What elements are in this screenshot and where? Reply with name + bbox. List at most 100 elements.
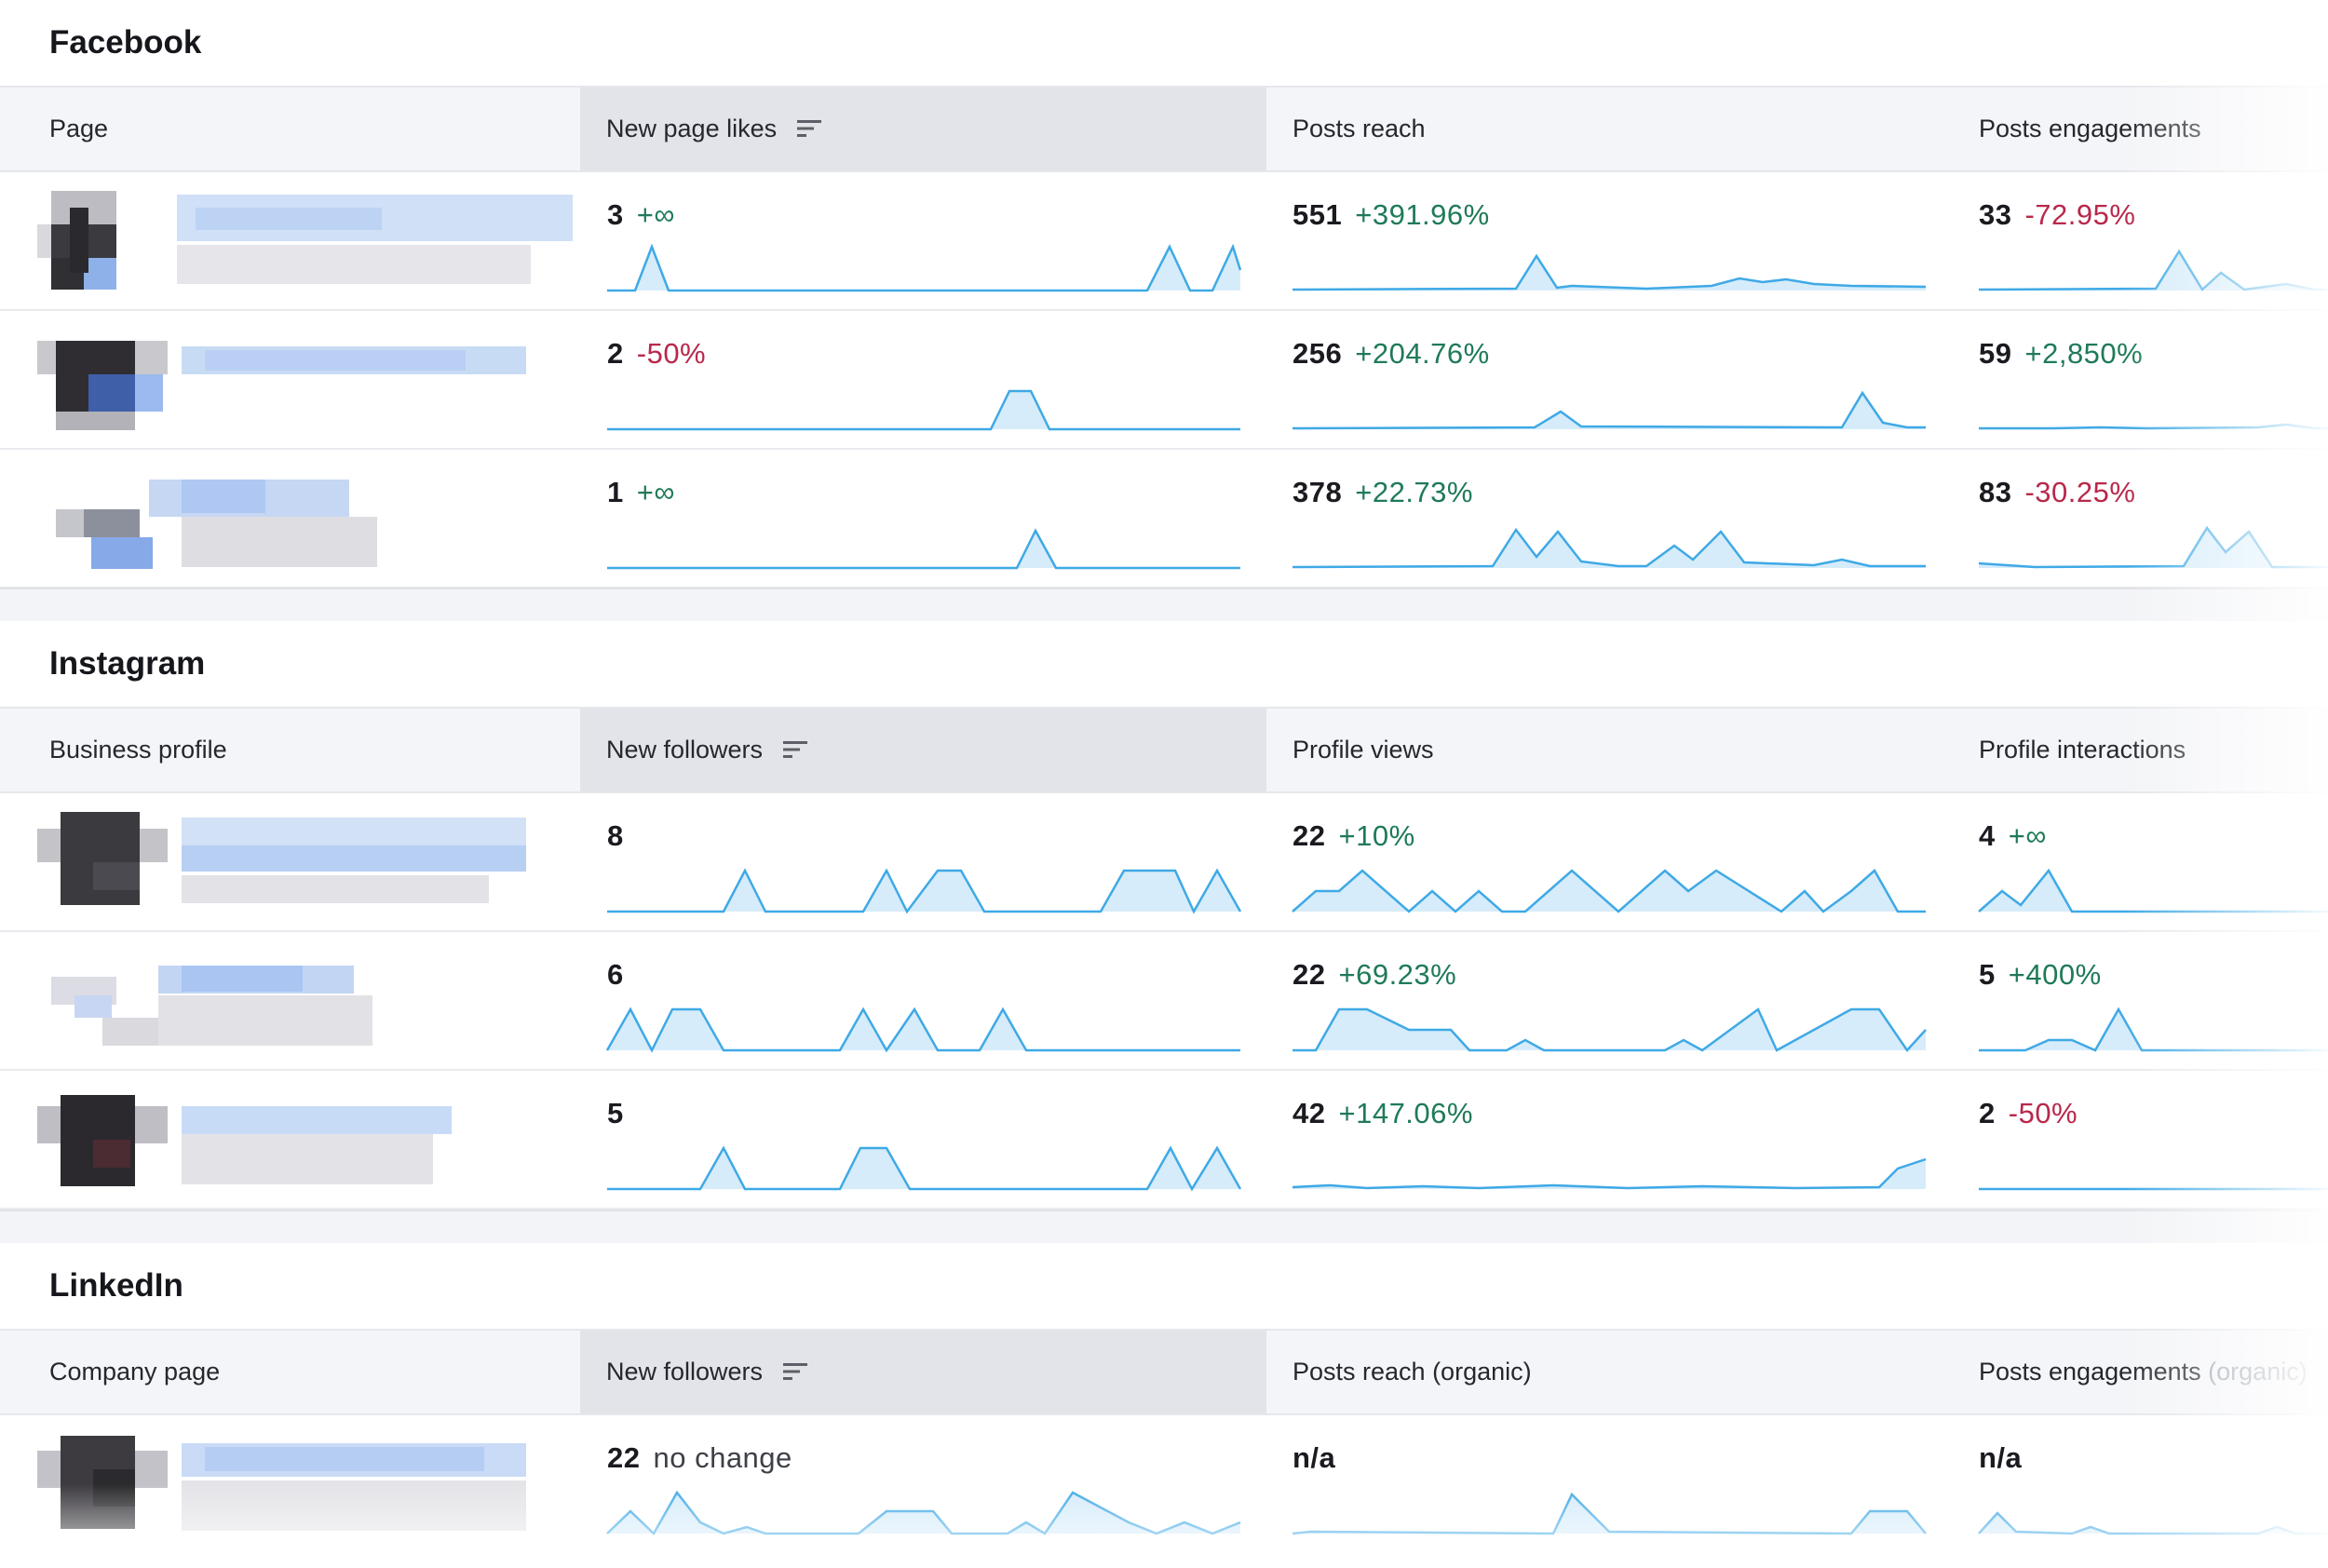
- table-header: Page New page likes Posts reach Posts en…: [0, 86, 2328, 172]
- profile-avatar-blurred: [37, 1095, 452, 1186]
- metric-value: 8: [607, 819, 624, 852]
- cell-new-followers: 22 no change: [606, 1415, 1241, 1552]
- section-separator: [0, 588, 2328, 621]
- metric-change: -30.25%: [2024, 476, 2136, 508]
- sparkline: [1979, 1007, 2328, 1052]
- cell-posts-reach: 256 +204.76%: [1292, 311, 1926, 448]
- column-header-profile-views[interactable]: Profile views: [1293, 736, 1434, 764]
- metric-value: 22: [1293, 958, 1326, 991]
- metric-value: 3: [607, 198, 624, 231]
- table-header: Company page New followers Posts reach (…: [0, 1329, 2328, 1415]
- metric-change: +10%: [1338, 819, 1415, 852]
- section-separator: [0, 1210, 2328, 1243]
- metric-value: 2: [607, 337, 624, 370]
- metric-value: n/a: [1979, 1441, 2023, 1474]
- sort-descending-icon[interactable]: [796, 118, 821, 139]
- cell-posts-reach-organic: n/a: [1292, 1415, 1927, 1552]
- metric-value: 5: [1979, 958, 1996, 991]
- metric-change: -50%: [636, 337, 707, 370]
- metric-value: 378: [1293, 476, 1343, 508]
- column-header-company-page[interactable]: Company page: [49, 1358, 221, 1386]
- sparkline: [1978, 249, 2328, 291]
- table-row[interactable]: 6 22 +69.23% 5 +400%: [0, 932, 2328, 1071]
- metric-value: 33: [1979, 198, 2012, 231]
- table-row[interactable]: 8 22 +10% 4 +∞: [0, 793, 2328, 932]
- sparkline: [1292, 1492, 1927, 1535]
- company-avatar-blurred: [37, 1436, 526, 1531]
- cell-new-followers: 8: [607, 793, 1242, 930]
- column-header-label: New followers: [606, 1358, 764, 1386]
- metric-value: 22: [607, 1441, 641, 1474]
- metric-change: +∞: [2008, 819, 2047, 852]
- metric-change: +400%: [2008, 958, 2102, 991]
- sparkline: [1978, 1511, 2328, 1535]
- metric-value: n/a: [1293, 1441, 1336, 1474]
- metric-change: -72.95%: [2024, 198, 2136, 231]
- cell-profile-views: 22 +69.23%: [1293, 932, 1927, 1069]
- section-title: LinkedIn: [49, 1267, 183, 1304]
- cell-profile-views: 22 +10%: [1292, 793, 1926, 930]
- sparkline: [1292, 390, 1926, 430]
- table-row[interactable]: 2 -50% 256 +204.76% 59 +2,850%: [0, 311, 2328, 450]
- metric-change: +204.76%: [1355, 337, 1490, 370]
- cell-profile-interactions: 4 +∞: [1978, 793, 2328, 930]
- column-header-posts-reach[interactable]: Posts reach: [1293, 115, 1426, 142]
- cell-profile-interactions: 5 +400%: [1979, 932, 2328, 1069]
- cell-new-page-likes: 3 +∞: [607, 172, 1242, 309]
- table-row[interactable]: 22 no change n/a n/a: [0, 1415, 2328, 1554]
- metric-change: +69.23%: [1338, 958, 1457, 991]
- table-header: Business profile New followers Profile v…: [0, 707, 2328, 793]
- metric-value: 1: [607, 476, 624, 508]
- metric-change: +391.96%: [1355, 198, 1490, 231]
- profile-avatar-blurred: [37, 812, 526, 905]
- cell-posts-engagements-organic: n/a: [1978, 1415, 2328, 1552]
- column-header-label: New followers: [606, 736, 764, 764]
- sparkline: [607, 528, 1240, 570]
- column-header-sorted[interactable]: New followers: [580, 1331, 1266, 1413]
- metric-value: 551: [1293, 198, 1343, 231]
- sparkline: [606, 1490, 1241, 1536]
- metric-value: 5: [607, 1097, 624, 1129]
- column-header-label: Posts engagements: [1979, 1358, 2201, 1386]
- profile-avatar-blurred: [51, 966, 372, 1046]
- column-header-posts-engagements[interactable]: Posts engagements: [1979, 115, 2201, 142]
- metric-value: 42: [1293, 1097, 1326, 1129]
- cell-posts-reach: 378 +22.73%: [1292, 450, 1926, 587]
- sparkline: [607, 243, 1242, 292]
- table-row[interactable]: 5 42 +147.06% 2 -50%: [0, 1071, 2328, 1210]
- table-row[interactable]: 1 +∞ 378 +22.73% 83 -30.25%: [0, 450, 2328, 588]
- section-title: Instagram: [49, 645, 206, 682]
- metric-value: 59: [1979, 337, 2012, 370]
- column-header-sorted[interactable]: New page likes: [580, 88, 1266, 170]
- column-header-page[interactable]: Page: [49, 115, 109, 142]
- sparkline: [1292, 869, 1926, 913]
- metric-value: 6: [607, 958, 624, 991]
- sort-descending-icon[interactable]: [782, 739, 807, 760]
- column-header-posts-engagements-organic[interactable]: Posts engagements (organic): [1953, 1331, 2328, 1413]
- column-header-posts-reach-organic[interactable]: Posts reach (organic): [1293, 1358, 1532, 1386]
- table-row[interactable]: 3 +∞ 551 +391.96% 33 -72.95%: [0, 172, 2328, 311]
- column-header-profile-interactions[interactable]: Profile interactions: [1979, 736, 2186, 764]
- section-facebook: Facebook Page New page likes Posts reach…: [0, 0, 2328, 588]
- sparkline: [607, 389, 1240, 431]
- column-header-sorted[interactable]: New followers: [580, 709, 1266, 791]
- sparkline: [1292, 1157, 1927, 1190]
- metric-value: 2: [1979, 1097, 1996, 1129]
- column-header-business-profile[interactable]: Business profile: [49, 736, 227, 764]
- cell-new-page-likes: 1 +∞: [607, 450, 1240, 587]
- sparkline: [1979, 1187, 2328, 1191]
- sparkline: [1292, 527, 1926, 569]
- column-header-label: New page likes: [606, 115, 778, 142]
- cell-posts-engagements: 59 +2,850%: [1979, 311, 2328, 448]
- sparkline: [1978, 868, 2328, 913]
- sort-descending-icon[interactable]: [782, 1361, 807, 1382]
- metric-change: +147.06%: [1338, 1097, 1473, 1129]
- sparkline: [1979, 423, 2328, 430]
- metric-change: +∞: [636, 198, 675, 231]
- metric-change: -50%: [2008, 1097, 2078, 1129]
- metric-change: no change: [653, 1441, 792, 1474]
- sparkline: [605, 1007, 1240, 1053]
- sparkline: [1293, 1007, 1927, 1053]
- metric-value: 256: [1293, 337, 1343, 370]
- sparkline: [607, 868, 1242, 914]
